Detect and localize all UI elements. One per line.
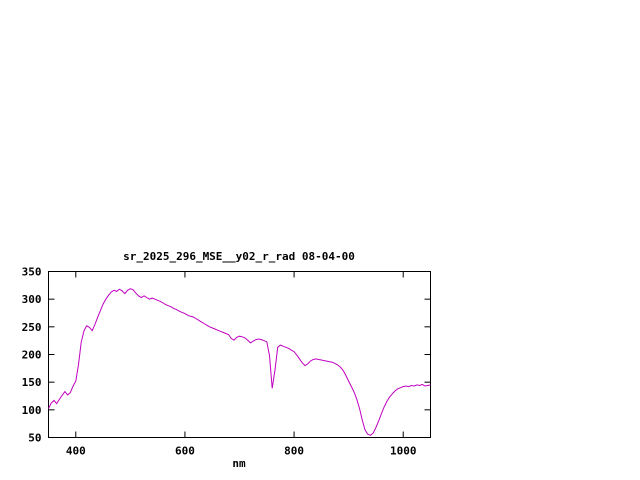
x-tick-label: 1000 (390, 445, 417, 458)
axis-ticks (48, 271, 431, 438)
chart-title: sr_2025_296_MSE__y02_r_rad 08-04-00 (123, 250, 355, 263)
y-tick-label: 100 (22, 404, 42, 417)
y-tick-label: 250 (22, 321, 42, 334)
x-axis-label: nm (232, 457, 246, 470)
y-tick-label: 150 (22, 376, 42, 389)
plot-border (48, 271, 431, 438)
y-tick-label: 200 (22, 349, 42, 362)
series-line (48, 288, 431, 436)
x-tick-label: 800 (284, 445, 304, 458)
y-tick-label: 350 (22, 266, 42, 279)
x-tick-label: 600 (175, 445, 195, 458)
axis-tick-labels: 400 600 800 1000 50 100 150 200 250 300 350 (22, 266, 417, 458)
x-tick-label: 400 (66, 445, 86, 458)
y-tick-label: 300 (22, 293, 42, 306)
y-tick-label: 50 (28, 432, 41, 445)
